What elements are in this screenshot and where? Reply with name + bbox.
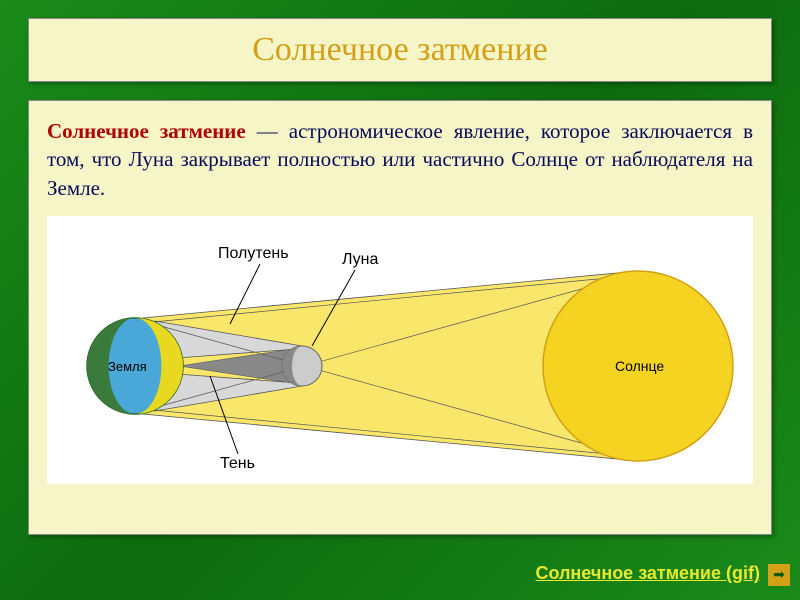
earth-label: Земля (108, 359, 147, 374)
slide-title: Солнечное затмение (49, 31, 751, 69)
definition-text: Солнечное затмение — астрономическое явл… (47, 117, 753, 202)
definition-term: Солнечное затмение (47, 119, 246, 143)
slide-container: Солнечное затмение Солнечное затмение — … (0, 0, 800, 600)
moon-label: Луна (342, 251, 379, 268)
moon-body (282, 346, 322, 386)
content-panel: Солнечное затмение — астрономическое явл… (28, 100, 772, 535)
next-arrow-button[interactable]: ➡ (768, 564, 790, 586)
eclipse-diagram: Солнце Земля Полутень (47, 216, 753, 484)
title-panel: Солнечное затмение (28, 18, 772, 82)
umbra-label: Тень (220, 455, 255, 472)
sun-label: Солнце (615, 358, 664, 374)
penumbra-label: Полутень (218, 245, 289, 262)
arrow-icon: ➡ (773, 567, 785, 584)
gif-link[interactable]: Солнечное затмение (gif) (535, 563, 760, 584)
diagram-svg: Солнце Земля Полутень (47, 216, 753, 484)
